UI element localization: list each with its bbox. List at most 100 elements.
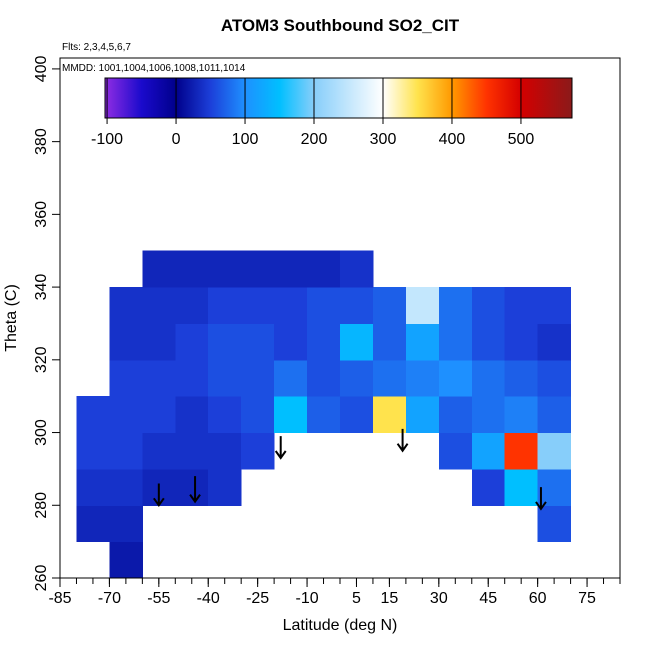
heat-cell (109, 432, 143, 470)
heat-cell (340, 287, 374, 324)
arrow (535, 487, 547, 511)
y-tick-label: 320 (33, 346, 50, 373)
heat-cell (340, 396, 374, 434)
heat-cell (274, 359, 308, 397)
colorbar-tick-label: 300 (370, 131, 397, 148)
x-tick-label: 75 (578, 590, 596, 607)
heat-cell (405, 287, 440, 324)
heat-cell (340, 250, 374, 288)
heat-cell (438, 396, 473, 434)
y-tick-label: 280 (33, 492, 50, 519)
heat-cell (208, 359, 242, 397)
y-tick-label: 340 (33, 274, 50, 301)
colorbar-tick-label: 500 (508, 131, 535, 148)
flights-note: Flts: 2,3,4,5,6,7 (62, 42, 131, 53)
heat-cell (142, 359, 176, 397)
heat-cell (438, 432, 473, 470)
dates-note: MMDD: 1001,1004,1006,1008,1011,1014 (62, 63, 246, 74)
heat-cell (175, 432, 209, 470)
x-tick-label: 5 (352, 590, 361, 607)
heat-cell (405, 323, 440, 361)
heat-cell (438, 359, 473, 397)
heat-cell (241, 432, 275, 470)
colorbar-tick-label: -100 (91, 131, 123, 148)
heat-cell (471, 323, 506, 361)
heat-cell (142, 287, 176, 324)
heat-cell (504, 287, 539, 324)
x-tick-label: -10 (295, 590, 318, 607)
colorbar-tick-label: 0 (172, 131, 181, 148)
heat-cell (537, 359, 572, 397)
y-tick-label: 360 (33, 201, 50, 228)
heat-cell (405, 359, 440, 397)
heat-cell (208, 432, 242, 470)
colorbar-tick-label: 100 (232, 131, 259, 148)
heat-cell (537, 468, 572, 506)
heat-cell (208, 468, 242, 506)
heat-cell (76, 396, 110, 434)
x-tick-label: -25 (246, 590, 269, 607)
y-tick-label: 380 (33, 128, 50, 155)
heat-cell (274, 250, 308, 288)
heat-cell (438, 287, 473, 324)
heat-cell (208, 396, 242, 434)
heat-cell (142, 250, 176, 288)
heat-cell (175, 323, 209, 361)
heat-cell (372, 396, 407, 434)
y-tick-label: 400 (33, 55, 50, 82)
heat-cell (537, 396, 572, 434)
colorbar (104, 77, 573, 119)
heat-cell (241, 250, 275, 288)
heat-cell (175, 359, 209, 397)
heat-cell (471, 468, 506, 506)
heat-cell (274, 287, 308, 324)
arrow (396, 428, 409, 453)
heat-cell (471, 396, 506, 434)
heat-cell (372, 287, 407, 324)
heat-cell (504, 468, 539, 506)
arrow (153, 483, 165, 507)
heat-cell (307, 287, 341, 324)
heat-cell (504, 359, 539, 397)
heat-cell (537, 432, 572, 470)
x-tick-label: -70 (98, 590, 121, 607)
colorbar-tick-label: 200 (301, 131, 328, 148)
heat-cell (241, 359, 275, 397)
x-tick-label: 45 (479, 590, 497, 607)
heat-cell (175, 287, 209, 324)
heat-cell (76, 468, 110, 506)
heat-cell (504, 323, 539, 361)
x-axis-label: Latitude (deg N) (283, 617, 398, 634)
arrow (189, 476, 201, 504)
heat-cell (471, 432, 506, 470)
heat-cell (274, 323, 308, 361)
heat-cell (109, 505, 143, 543)
heat-cell (274, 396, 308, 434)
heat-cell (142, 432, 176, 470)
heat-cell (76, 505, 110, 543)
heat-cell (471, 359, 506, 397)
heat-cell (405, 396, 440, 434)
heat-cell (307, 323, 341, 361)
heat-cell (340, 323, 374, 361)
heat-cell (537, 287, 572, 324)
x-tick-label: -40 (197, 590, 220, 607)
heat-cell (241, 287, 275, 324)
heat-cell (307, 359, 341, 397)
heat-cell (537, 505, 572, 543)
heat-cell (340, 359, 374, 397)
y-tick-label: 260 (33, 565, 50, 592)
heat-cell (537, 323, 572, 361)
heat-cell (175, 396, 209, 434)
heat-cell (109, 468, 143, 506)
heat-cell (438, 323, 473, 361)
heat-cell (372, 323, 407, 361)
colorbar-tick-label: 400 (439, 131, 466, 148)
heat-cell (241, 396, 275, 434)
heat-cell (372, 359, 407, 397)
arrow (274, 436, 287, 460)
heat-cell (109, 396, 143, 434)
heat-cell (504, 432, 539, 470)
y-tick-label: 300 (33, 419, 50, 446)
